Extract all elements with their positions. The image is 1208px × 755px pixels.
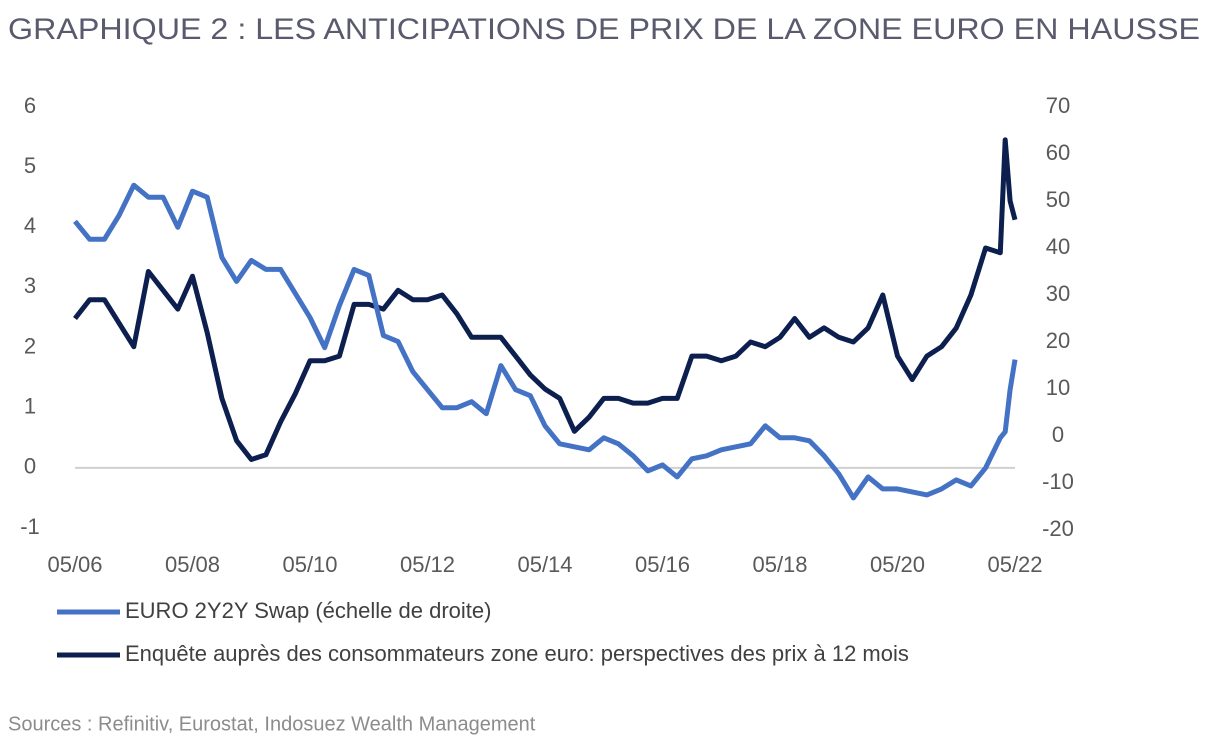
y-tick-label: 3 (24, 273, 36, 298)
series-line (73, 137, 1018, 462)
x-tick-label: 05/12 (400, 552, 455, 577)
y-tick-label: 4 (24, 213, 36, 238)
y-tick-label: 2 (24, 333, 36, 358)
y-tick-label: -1 (20, 514, 40, 539)
x-tick-label: 05/10 (282, 552, 337, 577)
y2-tick-label: 50 (1046, 187, 1070, 212)
y-tick-label: 5 (24, 153, 36, 178)
x-tick-label: 05/16 (635, 552, 690, 577)
y2-tick-label: -10 (1042, 469, 1074, 494)
y2-tick-label: 0 (1052, 422, 1064, 447)
y-tick-label: 0 (24, 454, 36, 479)
source: Sources : Refinitiv, Eurostat, Indosuez … (8, 713, 536, 735)
series-line (73, 182, 1018, 501)
y2-tick-label: 40 (1046, 234, 1070, 259)
legend-label: EURO 2Y2Y Swap (échelle de droite) (125, 598, 491, 623)
x-tick-label: 05/22 (987, 552, 1042, 577)
y2-tick-label: 30 (1046, 281, 1070, 306)
y2-tick-label: -20 (1042, 516, 1074, 541)
y2-tick-label: 70 (1046, 93, 1070, 118)
chart-title: GRAPHIQUE 2 : LES ANTICIPATIONS DE PRIX … (8, 13, 1200, 46)
y-tick-label: 1 (24, 394, 36, 419)
x-tick-label: 05/08 (165, 552, 220, 577)
y2-tick-label: 10 (1046, 375, 1070, 400)
legend-label: Enquête auprès des consommateurs zone eu… (125, 641, 909, 666)
y2-tick-label: 20 (1046, 328, 1070, 353)
x-tick-label: 05/18 (752, 552, 807, 577)
x-tick-label: 05/14 (517, 552, 572, 577)
x-tick-label: 05/20 (870, 552, 925, 577)
x-tick-label: 05/06 (47, 552, 102, 577)
y2-tick-label: 60 (1046, 140, 1070, 165)
y-tick-label: 6 (24, 93, 36, 118)
